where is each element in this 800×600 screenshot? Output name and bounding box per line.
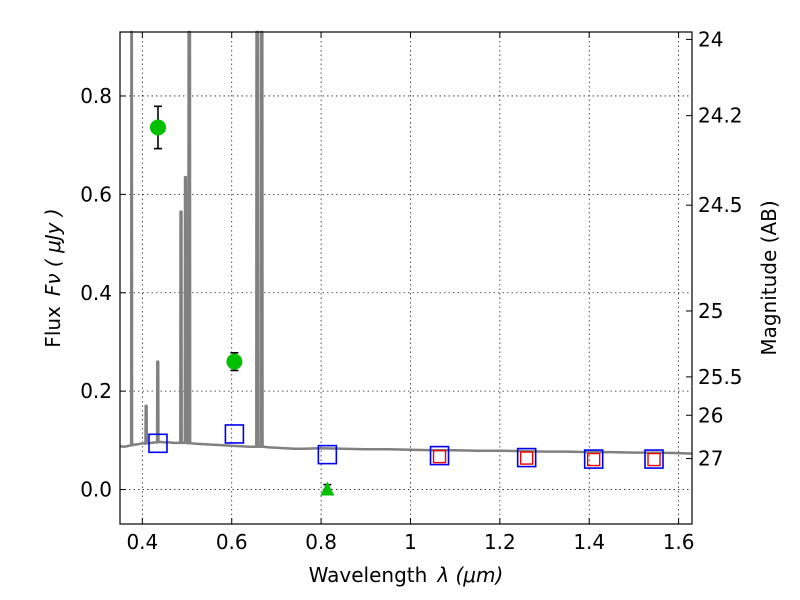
grid bbox=[120, 32, 692, 524]
model-photometry-red-square bbox=[586, 452, 601, 467]
y-tick-label: 0.2 bbox=[80, 379, 112, 403]
x-tick-label: 1.4 bbox=[573, 530, 605, 554]
data-points bbox=[148, 105, 664, 496]
model-photometry-square bbox=[429, 445, 450, 466]
observed-upper-limit-point bbox=[320, 481, 335, 496]
y-tick-label: 0.6 bbox=[80, 182, 112, 206]
x-tick-label: 0.6 bbox=[216, 530, 248, 554]
y2-tick-label: 26 bbox=[698, 403, 723, 427]
model-photometry-square bbox=[148, 433, 168, 454]
y2-tick-label: 27 bbox=[698, 447, 723, 471]
y2-axis: 24 24.2 24.5 25 25.5 26 27 bbox=[686, 27, 743, 471]
y2-tick-label: 25 bbox=[698, 299, 723, 323]
model-photometry-square bbox=[644, 449, 664, 469]
x-tick-label: 1 bbox=[404, 530, 417, 554]
model-photometry-square bbox=[317, 444, 338, 465]
y2-tick-label: 24.5 bbox=[698, 193, 743, 217]
x-tick-label: 0.8 bbox=[305, 530, 337, 554]
model-photometry-red-square bbox=[647, 452, 661, 467]
y2-tick-label: 24 bbox=[698, 27, 723, 51]
spectrum-line bbox=[119, 30, 693, 455]
y-tick-label: 0.8 bbox=[80, 84, 112, 108]
y2-axis-title: Magnitude (AB) bbox=[757, 200, 781, 355]
plot-frame bbox=[119, 31, 693, 525]
x-tick-label: 1.2 bbox=[484, 530, 516, 554]
model-photometry-square bbox=[583, 449, 604, 469]
model-photometry-red-square bbox=[519, 451, 534, 465]
model-photometry-red-square bbox=[432, 449, 447, 464]
x-axis-title: Wavelength λ (μm) bbox=[309, 563, 504, 587]
x-tick-label: 1.6 bbox=[663, 530, 695, 554]
y2-tick-label: 25.5 bbox=[698, 365, 743, 389]
y2-tick-label: 24.2 bbox=[698, 104, 743, 128]
y-axis-title: FluxFν ( μJy ) bbox=[41, 208, 65, 347]
x-tick-label: 0.4 bbox=[126, 530, 158, 554]
y-tick-label: 0.0 bbox=[80, 478, 112, 502]
model-spectrum bbox=[119, 30, 693, 455]
y-axis: 0.0 0.2 0.4 0.6 0.8 bbox=[80, 84, 126, 502]
model-photometry-square bbox=[516, 447, 537, 468]
observed-flux-point bbox=[149, 119, 166, 136]
y-tick-label: 0.4 bbox=[80, 281, 112, 305]
observed-flux-point bbox=[226, 353, 243, 370]
x-axis: 0.4 0.6 0.8 1 1.2 1.4 1.6 bbox=[126, 32, 695, 554]
model-photometry-square bbox=[224, 424, 245, 444]
